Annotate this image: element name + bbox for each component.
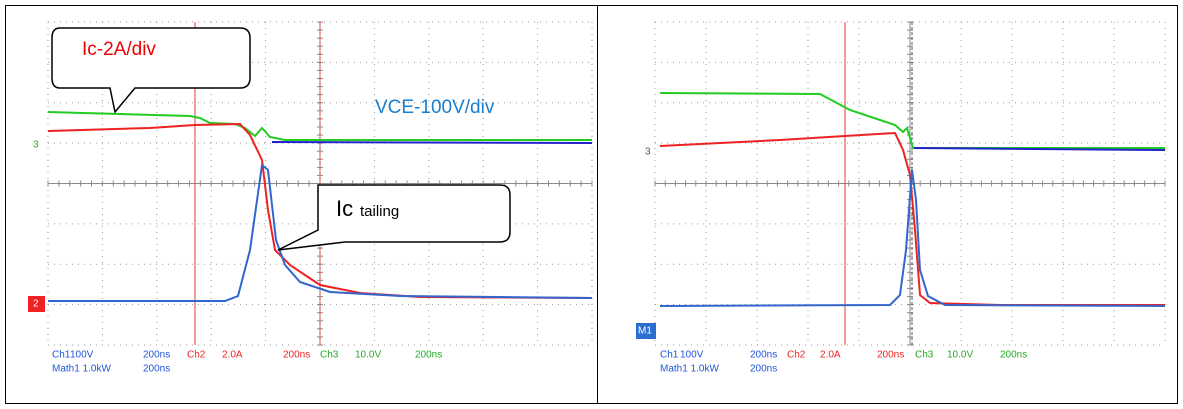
vce-blue [272, 142, 592, 143]
status-text: Ch1 [52, 350, 71, 361]
status-text: Math1 1.0kW [52, 364, 111, 375]
status-text: 200ns [750, 364, 777, 375]
channel-marker: 3 [645, 147, 651, 158]
status-text: 10.0V [947, 350, 973, 361]
status-text: 200ns [143, 350, 170, 361]
channel-marker: 2 [33, 299, 39, 310]
annotation: Ic [336, 196, 353, 221]
status-text: Ch1 [660, 350, 679, 361]
annotation: Ic-2A/div [82, 39, 156, 60]
status-text: Math1 1.0kW [660, 364, 719, 375]
status-text: 200ns [415, 350, 442, 361]
status-text: 200ns [877, 350, 904, 361]
status-text: 100V [680, 350, 704, 361]
status-text: 200ns [750, 350, 777, 361]
status-text: 2.0A [820, 350, 841, 361]
status-text: 200ns [283, 350, 310, 361]
status-text: Ch2 [187, 350, 206, 361]
figure: Ic-2A/divVCE-100V/divIctailing323M1Ch110… [0, 0, 1183, 409]
status-text: Ch3 [915, 350, 934, 361]
status-text: 100V [70, 350, 94, 361]
channel-marker: 3 [33, 140, 39, 151]
status-text: 200ns [143, 364, 170, 375]
status-text: Ch3 [320, 350, 339, 361]
annotation: VCE-100V/div [375, 97, 495, 118]
status-text: Ch2 [787, 350, 806, 361]
annotation: tailing [360, 203, 399, 220]
status-text: 200ns [1000, 350, 1027, 361]
status-text: 2.0A [222, 350, 243, 361]
status-text: 10.0V [355, 350, 381, 361]
channel-marker: M1 [638, 326, 652, 337]
